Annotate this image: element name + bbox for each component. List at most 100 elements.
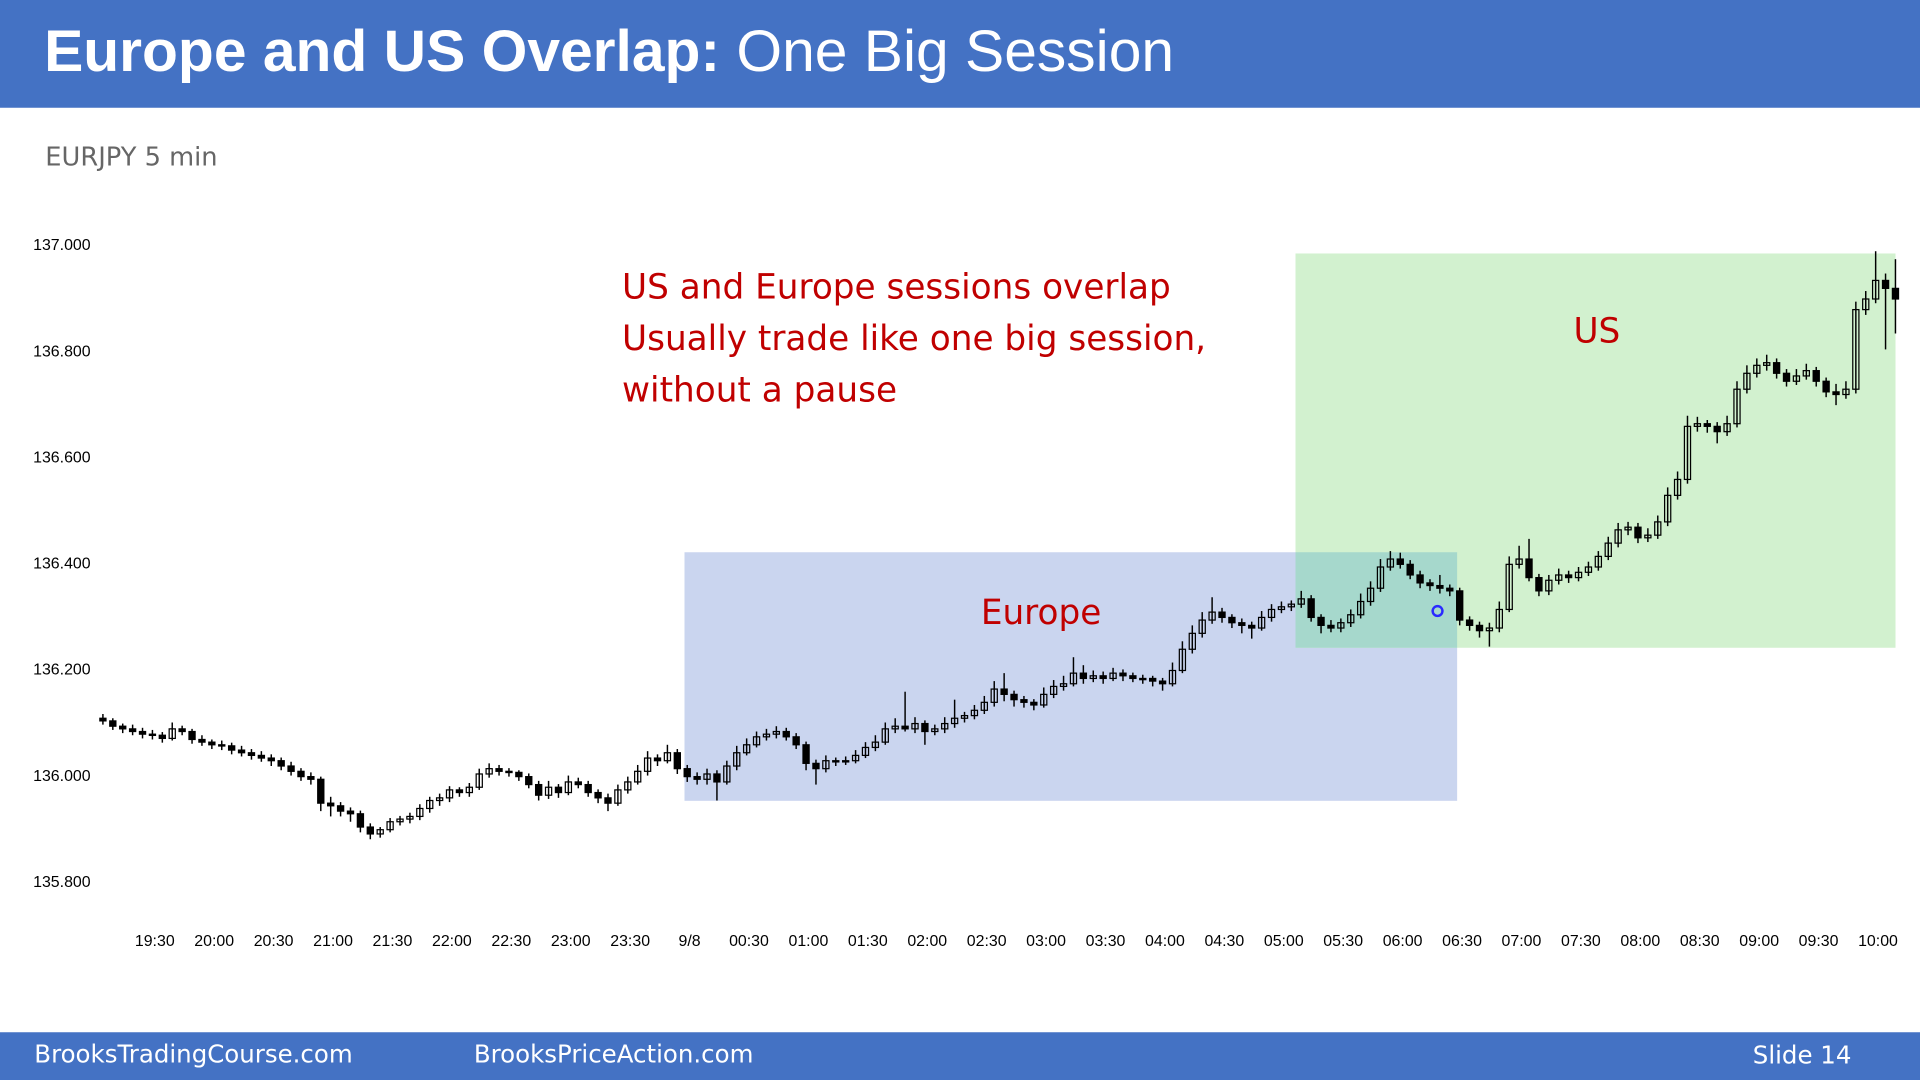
candle-body [495,768,503,772]
candle-body [346,810,355,815]
candle-body [336,805,345,812]
y-tick-label: 136.000 [33,768,91,785]
x-tick-label: 00:30 [729,933,769,950]
candle-body [396,818,404,823]
candle-body [1139,677,1147,681]
x-tick-label: 05:00 [1264,933,1304,950]
candle-body [604,797,612,804]
header-bar [0,0,1920,108]
candle-body [534,783,543,796]
candle-body [366,826,374,835]
candle-body [416,807,424,818]
region-label: Europe [981,593,1102,633]
x-tick-label: 08:00 [1620,933,1660,950]
x-tick-label: 21:30 [373,933,413,950]
candle-body [297,770,305,778]
candle-body [851,754,860,762]
candle-body [237,749,246,754]
candle-body [822,760,830,770]
candle-body [158,734,167,740]
candle-body [168,728,176,740]
candle-body [287,765,295,772]
x-tick-label: 03:00 [1026,933,1066,950]
candle-body [614,789,622,804]
candle-body [683,768,691,778]
candle-body [267,757,275,762]
y-tick-label: 136.400 [33,556,91,573]
candle-body [812,762,820,770]
candle-body [208,741,216,746]
candle-body [990,688,998,703]
candle-body [584,783,592,794]
candle-body [1693,423,1702,427]
candle-body [1248,624,1256,629]
candle-body [693,776,701,780]
x-tick-label: 09:30 [1799,933,1839,950]
candle-body [1109,672,1117,680]
candle-body [119,725,127,730]
candle-body [1673,478,1682,496]
candle-body [1069,672,1078,685]
candle-body [1743,372,1751,390]
x-tick-label: 23:00 [551,933,591,950]
candle-body [1426,582,1434,587]
candle-body [1020,699,1028,703]
candle-body [1545,579,1553,592]
candle-body [1158,680,1167,685]
candle-body [1703,423,1711,427]
candle-body [643,757,652,772]
candle-body [871,741,880,749]
candle-body [1257,616,1266,629]
x-tick-label: 19:30 [135,933,175,950]
candle-body [1881,279,1890,289]
candle-body [1208,611,1216,621]
candle-body [1535,577,1543,592]
candle-body [1119,672,1127,677]
cursor-dot [1431,604,1444,618]
x-tick-label: 06:30 [1442,933,1482,950]
x-tick-label: 03:30 [1086,933,1126,950]
x-tick-label: 08:30 [1680,933,1720,950]
candle-body [564,781,573,794]
candle-body [1059,683,1068,688]
candle-body [406,815,414,820]
annotation: US and Europe sessions overlap [622,267,1171,307]
candle-body [1347,614,1355,624]
candle-body [277,760,285,767]
x-tick-label: 10:00 [1858,933,1898,950]
footer-left: BrooksTradingCourse.com [34,1040,352,1069]
candle-body [1505,563,1513,611]
candle-body [257,754,266,759]
candle-body [1168,669,1177,685]
candle-body [465,786,474,794]
candle-body [1277,606,1286,611]
candle-body [901,725,909,730]
y-tick-label: 136.200 [33,662,91,679]
candle-body [1446,587,1454,592]
candle-body [1465,619,1474,626]
candle-body [376,829,384,835]
candle-body [544,786,553,796]
candle-body [1564,574,1573,579]
footer-bar [0,1032,1920,1080]
candle-body [911,722,919,730]
candle-body [1188,632,1196,650]
candle-body [1267,608,1276,619]
x-tick-label: 09:00 [1739,933,1779,950]
x-tick-label: 22:30 [491,933,531,950]
candle-body [1178,648,1187,672]
candle-body [1663,494,1672,523]
chart-title: EURJPY 5 min [45,142,217,172]
candle-body [485,768,493,775]
candle-body [247,752,256,757]
candle-body [1337,622,1345,629]
candle-body [1733,388,1741,425]
y-tick-label: 135.800 [33,874,91,891]
candle-body [1772,362,1781,374]
x-tick-label: 07:30 [1561,933,1601,950]
candle-body [1406,563,1414,576]
candle-body [1862,298,1870,311]
candle-body [1624,526,1632,531]
candle-body [1891,287,1900,300]
x-tick-label: 21:00 [313,933,353,950]
